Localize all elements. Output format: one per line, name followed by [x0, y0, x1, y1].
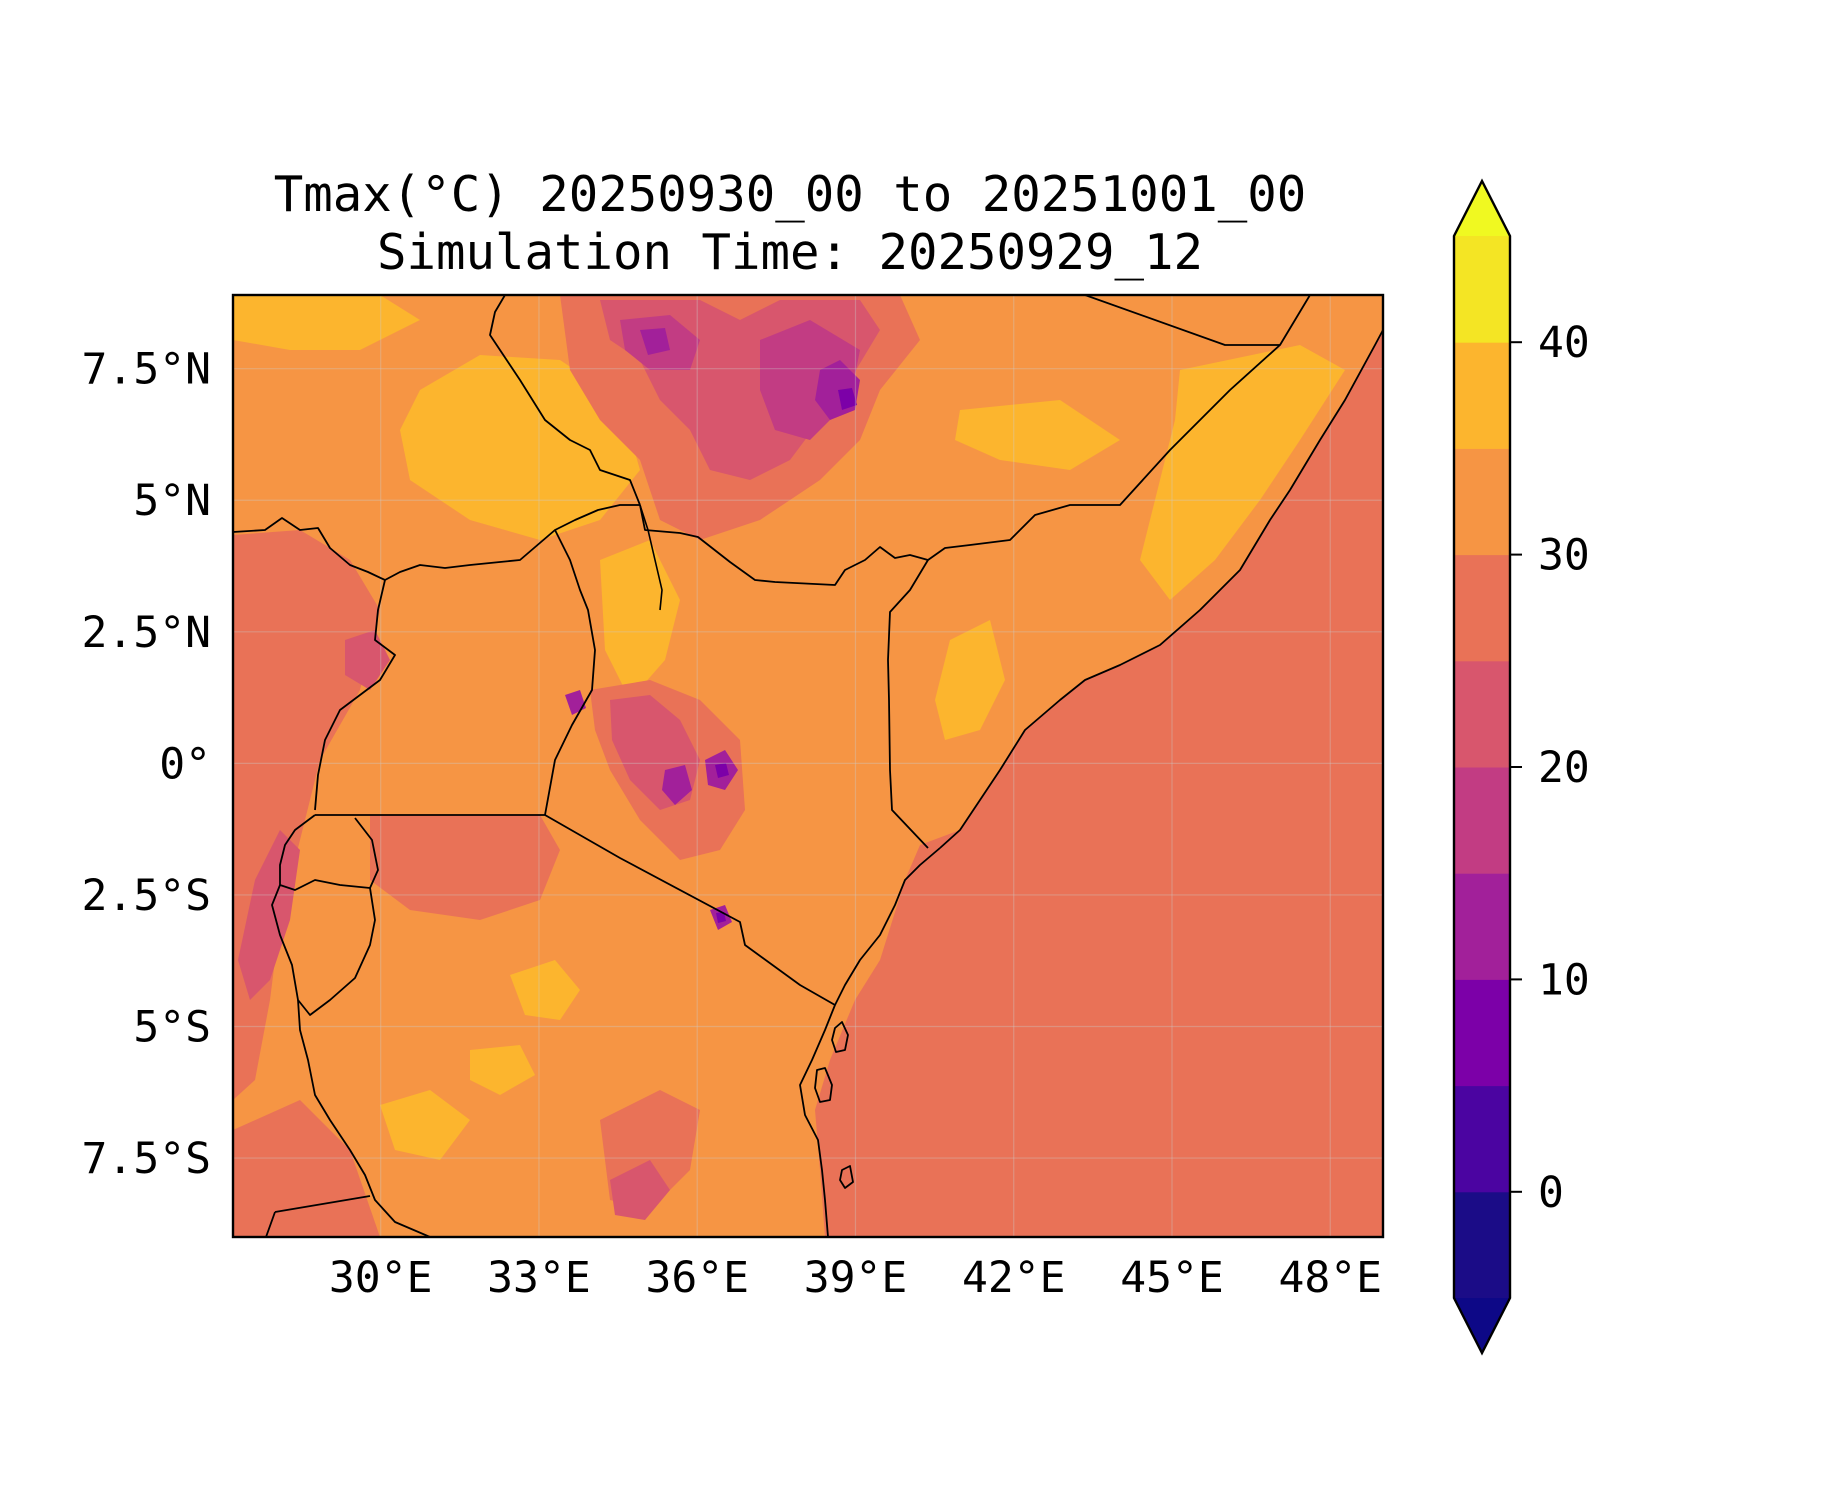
- colorbar-tick-label: 0: [1538, 1168, 1564, 1218]
- y-tick-label: 5°S: [133, 1002, 211, 1052]
- y-tick-label: 5°N: [133, 476, 211, 526]
- south-sudan-warm-zone: [400, 355, 640, 540]
- map-frame: [231, 293, 1385, 1239]
- kenya-somalia-border: [887, 559, 929, 849]
- y-tick-label: 2.5°N: [82, 608, 211, 658]
- tanzania-drc-border: [297, 999, 431, 1237]
- x-tick-label: 48°E: [1278, 1253, 1382, 1303]
- colorbar-under-extension: [1454, 1298, 1510, 1353]
- rwenzori-cool-zone: [345, 630, 390, 690]
- colorbar-bin: [1454, 236, 1510, 343]
- ethiopian-peak-3: [640, 328, 670, 355]
- tanzania-warm-zone-3: [470, 1045, 535, 1095]
- zanzibar-island: [814, 1067, 833, 1103]
- lakes: [639, 504, 663, 611]
- x-tick-label: 39°E: [804, 1253, 908, 1303]
- colorbar-outline: [1452, 178, 1512, 1356]
- southsudan-drc-border: [233, 517, 386, 581]
- country-borders: [233, 295, 1383, 1237]
- kenya-tanzania-border: [544, 814, 836, 1006]
- kenya-uganda-border: [544, 504, 640, 816]
- y-tick-label: 7.5°N: [82, 345, 211, 395]
- tanzania-warm-zone-1: [510, 960, 580, 1020]
- colorbar-tick-label: 30: [1538, 531, 1590, 581]
- x-tick-label: 30°E: [329, 1253, 433, 1303]
- ethiopia-somalia-border: [927, 295, 1311, 561]
- y-axis-ticks: 7.5°N 5°N 2.5°N 0° 2.5°S 5°S 7.5°S: [82, 345, 211, 1184]
- colorbar-bin: [1454, 873, 1510, 980]
- lake-turkana-outline: [639, 504, 663, 611]
- rwanda-border: [279, 814, 379, 891]
- lake-victoria-zone: [370, 815, 560, 920]
- colorbar-bin: [1454, 554, 1510, 662]
- somalia-warm-zone: [1140, 345, 1345, 600]
- x-axis-ticks: 30°E 33°E 36°E 39°E 42°E 45°E 48°E: [329, 1253, 1382, 1303]
- kilimanjaro-core: [716, 912, 726, 923]
- colorbar-tick-label: 20: [1538, 743, 1590, 793]
- chart-subtitle: Simulation Time: 20250929_12: [377, 224, 1203, 281]
- kenya-ethiopia-border: [639, 504, 929, 586]
- colorbar-bin: [1454, 660, 1510, 768]
- pemba-island: [831, 1021, 849, 1053]
- colorbar-bin: [1454, 342, 1510, 449]
- colorbar-tick-label: 10: [1538, 955, 1590, 1005]
- x-tick-label: 33°E: [487, 1253, 591, 1303]
- colorbar: 0 10 20 30 40: [1452, 178, 1590, 1356]
- x-tick-label: 45°E: [1120, 1253, 1224, 1303]
- uganda-southsudan-border: [384, 529, 556, 581]
- south-tanzania-cool-zone: [233, 1100, 380, 1237]
- colorbar-over-extension: [1454, 181, 1510, 236]
- somalia-coastline: [939, 329, 1383, 849]
- colorbar-bin: [1454, 448, 1510, 556]
- western-rift-cool-zone: [238, 830, 300, 1000]
- colorbar-bin: [1454, 767, 1510, 874]
- southsudan-ethiopia-border: [489, 295, 641, 506]
- ethiopian-peak-2: [838, 388, 857, 410]
- zambia-border: [265, 1195, 371, 1237]
- indian-ocean: [815, 330, 1383, 1237]
- y-tick-label: 0°: [159, 739, 211, 789]
- colorbar-bin: [1454, 1085, 1510, 1193]
- mafia-island: [839, 1165, 854, 1189]
- x-tick-label: 36°E: [645, 1253, 749, 1303]
- tanzania-warm-zone-2: [380, 1090, 470, 1160]
- colorbar-tick-label: 40: [1538, 318, 1590, 368]
- burundi-border: [271, 884, 376, 1016]
- chart-title: Tmax(°C) 20250930_00 to 20251001_00: [274, 166, 1307, 223]
- colorbar-bin: [1454, 979, 1510, 1087]
- northwest-warm-zone: [233, 295, 420, 350]
- map-gridlines: [233, 295, 1383, 1237]
- uganda-drc-border: [314, 579, 396, 811]
- east-africa-coastline: [799, 847, 941, 1237]
- colorbar-bin: [1454, 1191, 1510, 1299]
- aberdares: [662, 765, 692, 805]
- y-tick-label: 7.5°S: [82, 1134, 211, 1184]
- southern-highlands: [610, 1160, 670, 1220]
- y-tick-label: 2.5°S: [82, 871, 211, 921]
- x-tick-label: 42°E: [962, 1253, 1066, 1303]
- northeast-kenya-warm-zone: [935, 620, 1005, 740]
- djibouti-border: [1084, 295, 1280, 346]
- ogaden-warm-zone: [955, 400, 1120, 470]
- mount-kenya-core: [715, 763, 729, 778]
- map-panel: [233, 295, 1383, 1237]
- ethiopian-highlands-cold: [620, 315, 860, 440]
